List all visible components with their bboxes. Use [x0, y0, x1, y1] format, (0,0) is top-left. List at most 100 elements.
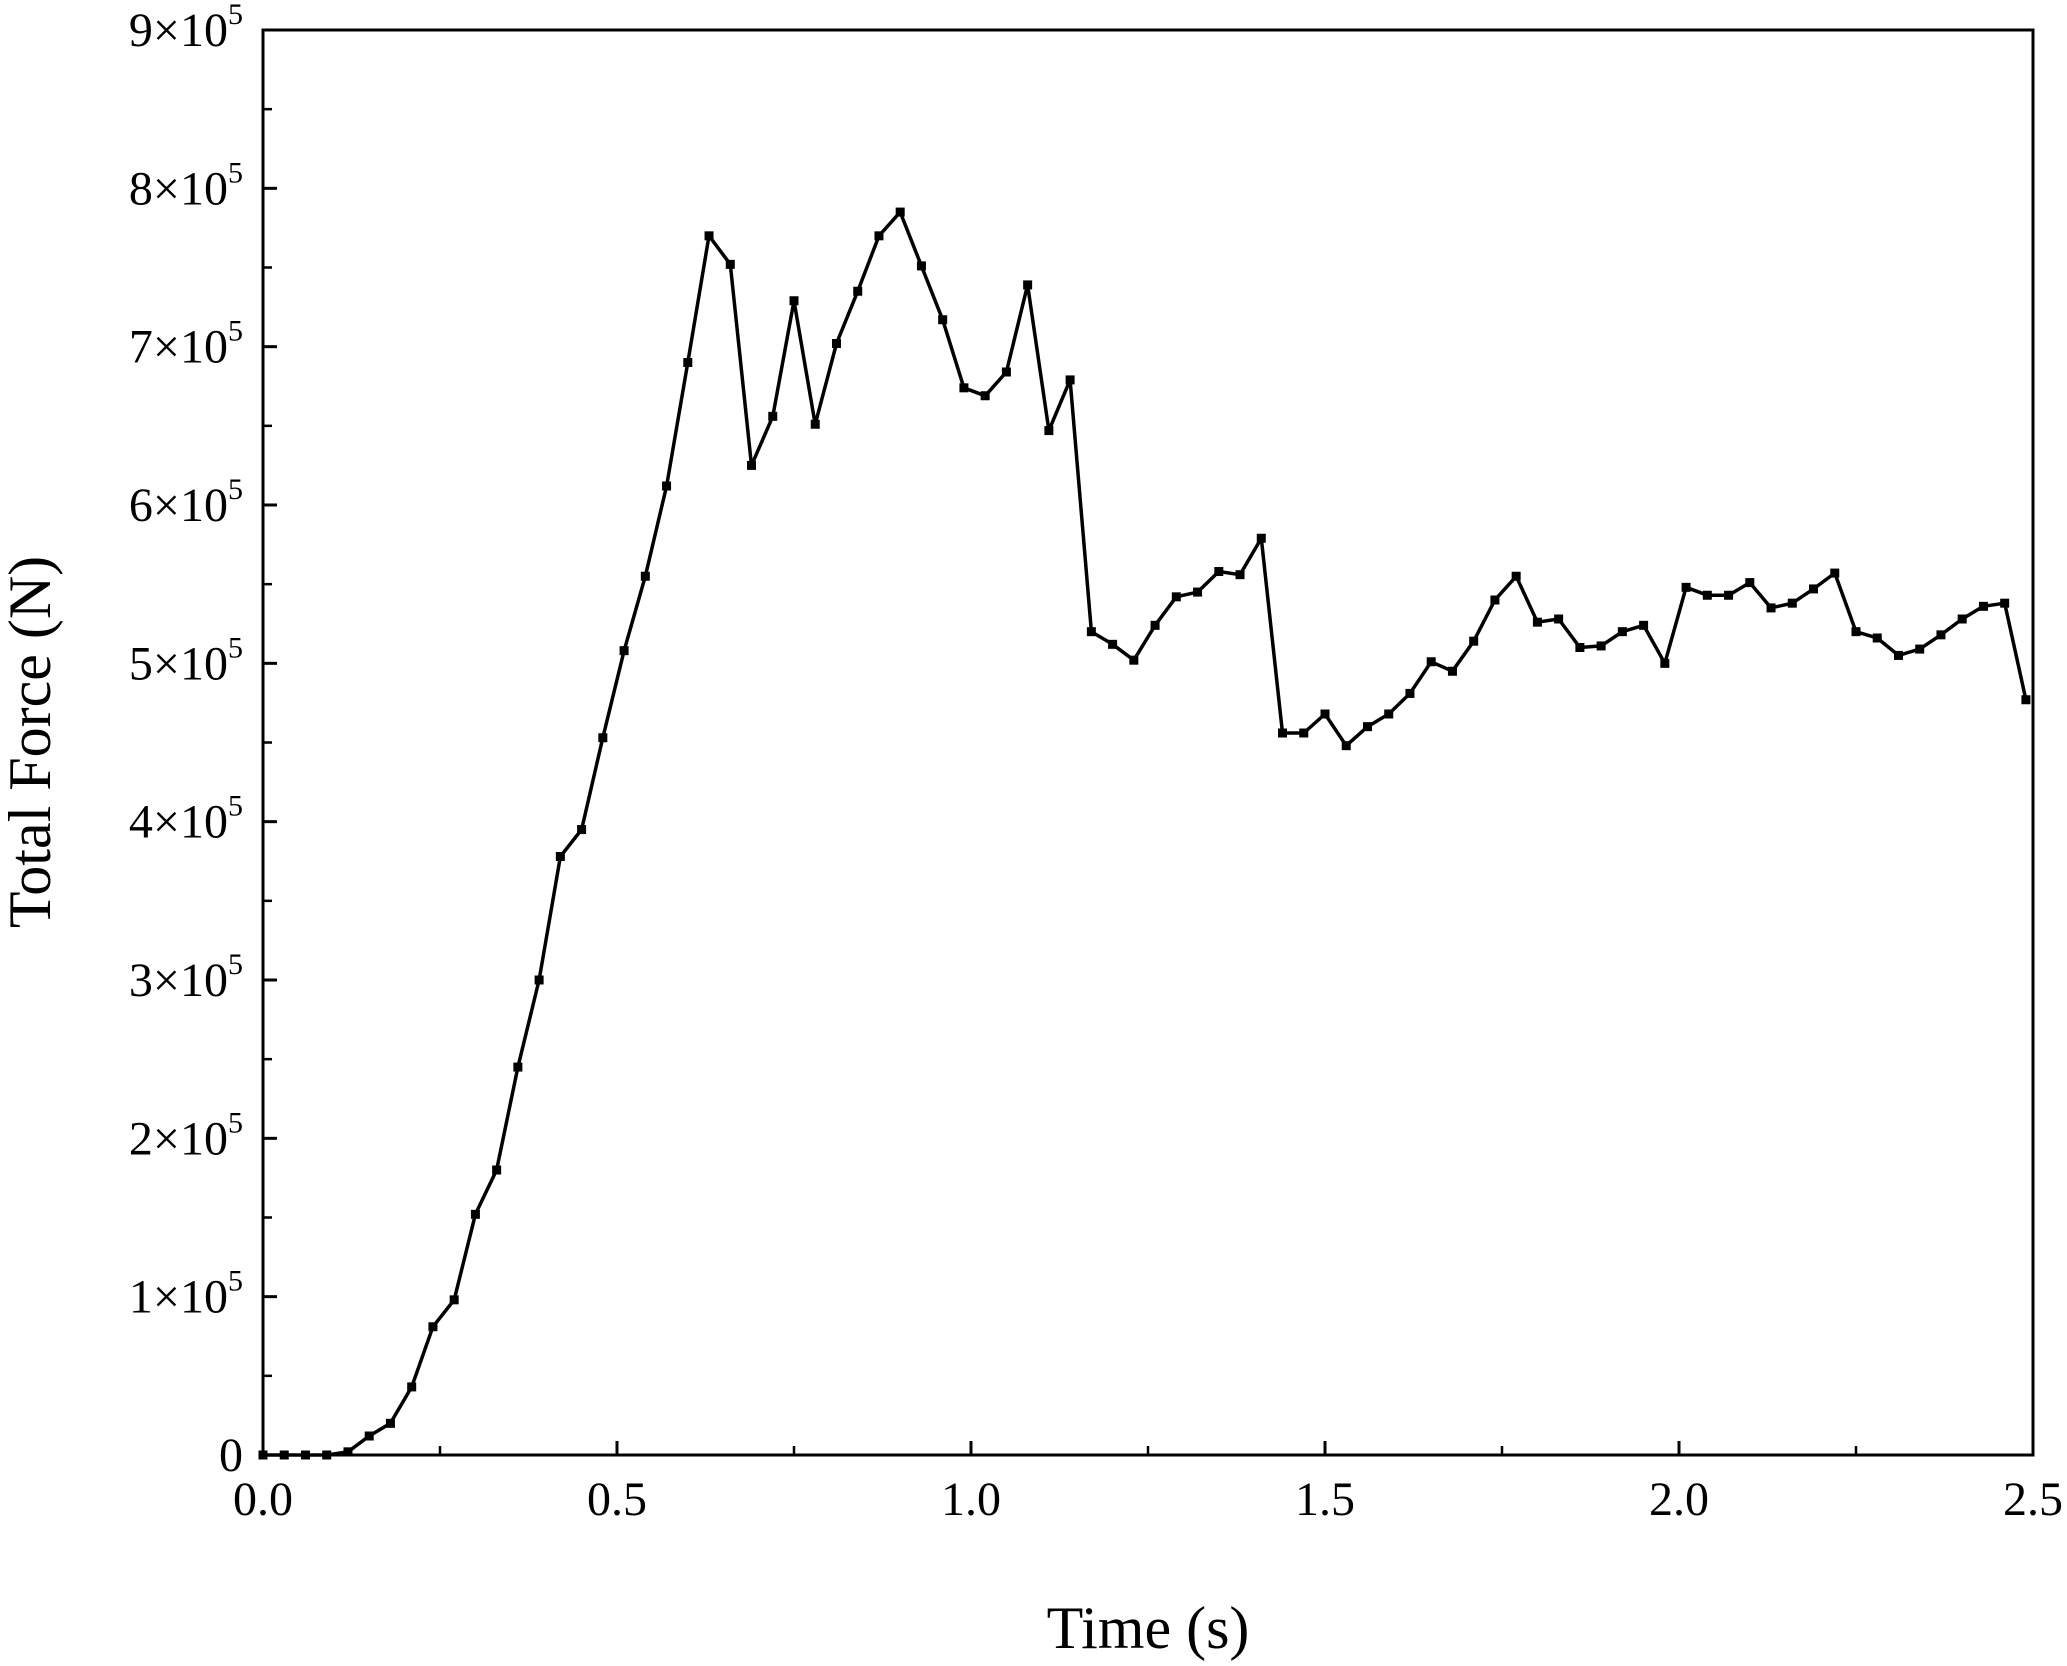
data-point: [1915, 644, 1925, 654]
data-point: [640, 571, 650, 581]
data-point: [1129, 655, 1139, 665]
y-axis: 0 1×105 2×105 3×105 4×105 5×105 6×105 7×105 8×10…: [129, 0, 277, 1482]
data-point: [1320, 709, 1330, 719]
data-point: [895, 207, 905, 217]
data-point: [1278, 728, 1288, 738]
data-point: [1511, 571, 1521, 581]
data-point: [1554, 614, 1564, 624]
data-point: [1978, 601, 1988, 611]
data-point: [513, 1062, 523, 1072]
data-point: [1426, 657, 1436, 667]
data-point: [470, 1209, 480, 1219]
data-point: [1256, 533, 1266, 543]
data-point: [768, 411, 778, 421]
data-point: [534, 975, 544, 985]
data-point: [1639, 620, 1649, 630]
y-tick-label: 2×105: [129, 1106, 243, 1165]
data-point: [980, 391, 990, 401]
data-point: [1617, 627, 1627, 637]
data-point: [1001, 367, 1011, 377]
data-point: [2021, 695, 2031, 705]
y-tick-label: 6×105: [129, 473, 243, 532]
data-point: [1469, 636, 1479, 646]
data-point: [1150, 620, 1160, 630]
x-tick-label: 0.5: [587, 1473, 647, 1526]
data-point: [1341, 741, 1351, 751]
data-point: [322, 1450, 332, 1460]
data-point: [1065, 375, 1075, 385]
series-markers: [258, 207, 2031, 1460]
data-point: [2000, 598, 2010, 608]
data-point: [577, 825, 587, 835]
data-point: [343, 1447, 353, 1457]
plot-frame: [261, 28, 2035, 1457]
x-tick-label: 2.5: [2003, 1473, 2063, 1526]
data-point: [1532, 617, 1542, 627]
data-point: [1235, 570, 1245, 580]
data-point: [1745, 578, 1755, 588]
data-point: [364, 1431, 374, 1441]
data-point: [916, 261, 926, 271]
data-point: [1766, 603, 1776, 613]
data-point: [853, 286, 863, 296]
data-point: [1851, 627, 1861, 637]
data-point: [1044, 426, 1054, 436]
data-point: [874, 231, 884, 241]
data-point: [1405, 688, 1415, 698]
data-point: [1660, 658, 1670, 668]
y-axis-title: Total Force (N): [0, 556, 63, 928]
data-point: [449, 1295, 459, 1305]
data-point: [279, 1450, 289, 1460]
data-point: [789, 296, 799, 306]
data-point: [831, 339, 841, 348]
data-point: [1384, 709, 1394, 719]
y-tick-label: 4×105: [129, 790, 243, 849]
data-point: [1214, 567, 1224, 576]
y-tick-label: 5×105: [129, 631, 243, 690]
data-point: [619, 646, 629, 656]
data-point: [959, 383, 969, 393]
data-point: [1809, 584, 1819, 594]
data-point: [1193, 587, 1203, 597]
data-point: [258, 1450, 268, 1460]
data-point: [747, 460, 757, 470]
data-point: [725, 259, 735, 269]
data-point: [407, 1382, 417, 1392]
data-point: [810, 419, 820, 429]
data-point: [1299, 728, 1309, 738]
x-axis: 0.0 0.5 1.0 1.5 2.0 2.5: [233, 1441, 2063, 1526]
data-point: [555, 852, 565, 861]
y-tick-label: 8×105: [129, 156, 243, 215]
data-point: [1108, 639, 1118, 649]
data-point: [598, 733, 608, 743]
data-point: [1936, 630, 1946, 640]
data-point: [300, 1450, 310, 1460]
data-point: [1362, 722, 1372, 732]
y-tick-label: 9×105: [129, 0, 243, 57]
y-tick-label: 3×105: [129, 948, 243, 1007]
data-point: [1787, 598, 1797, 608]
data-point: [385, 1418, 395, 1428]
data-point: [428, 1322, 438, 1332]
data-point: [1596, 641, 1606, 651]
data-point: [1724, 590, 1734, 600]
x-axis-title: Time (s): [1047, 1595, 1250, 1661]
x-tick-label: 2.0: [1649, 1473, 1709, 1526]
x-tick-label: 1.5: [1295, 1473, 1355, 1526]
data-point: [1702, 590, 1712, 600]
data-point: [1872, 633, 1882, 643]
x-tick-label: 1.0: [941, 1473, 1001, 1526]
y-tick-label: 0: [219, 1429, 243, 1482]
data-point: [1893, 650, 1903, 660]
data-point: [662, 481, 672, 491]
series-line: [263, 210, 2028, 1457]
data-point: [1681, 582, 1691, 592]
data-point: [1171, 592, 1181, 602]
y-tick-label: 1×105: [129, 1265, 243, 1324]
data-point: [938, 315, 948, 325]
data-point: [1575, 643, 1585, 652]
y-tick-label: 7×105: [129, 315, 243, 374]
data-point: [1447, 666, 1457, 676]
data-point: [492, 1165, 502, 1175]
